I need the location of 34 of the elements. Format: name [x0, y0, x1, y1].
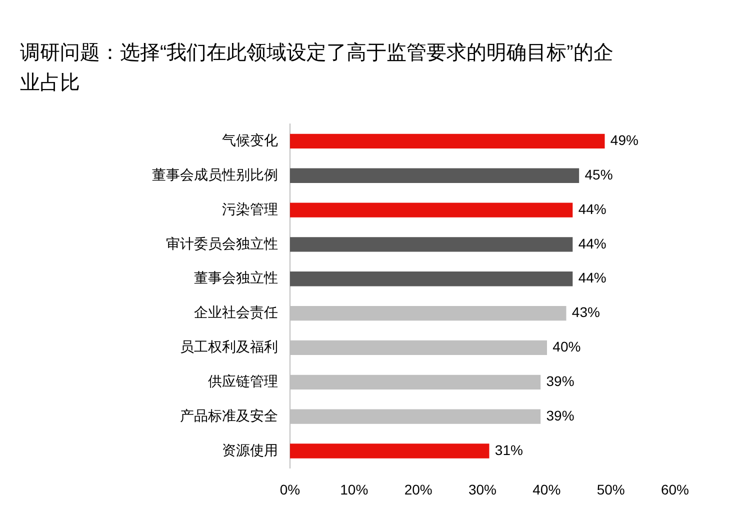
- y-tick-label: 董事会成员性别比例: [152, 166, 278, 182]
- y-tick-label: 企业社会责任: [194, 304, 278, 320]
- data-label: 44%: [578, 200, 606, 217]
- bar: [290, 168, 580, 183]
- x-tick-label: 40%: [532, 481, 561, 498]
- x-tick-label: 0%: [280, 481, 300, 498]
- bar: [290, 202, 573, 218]
- bar: [290, 134, 605, 149]
- data-label: 39%: [546, 373, 574, 390]
- chart-title: 调研问题：选择“我们在此领域设定了高于监管要求的明确目标”的企业占比: [20, 41, 614, 96]
- data-label: 45%: [584, 166, 613, 182]
- y-tick-label: 董事会独立性: [194, 270, 278, 286]
- x-tick-label: 10%: [340, 481, 368, 498]
- bar: [290, 444, 490, 458]
- data-label: 49%: [610, 132, 638, 148]
- y-tick-label: 气候变化: [222, 132, 278, 148]
- bar: [290, 237, 573, 252]
- y-tick-label: 员工权利及福利: [180, 338, 278, 355]
- data-label: 39%: [546, 407, 574, 424]
- data-label: 40%: [552, 338, 581, 355]
- y-tick-label: 供应链管理: [208, 373, 278, 390]
- y-tick-label: 产品标准及安全: [180, 407, 278, 424]
- x-tick-label: 50%: [596, 481, 625, 498]
- x-tick-label: 20%: [404, 481, 432, 498]
- data-label: 43%: [572, 304, 600, 320]
- data-label: 44%: [578, 270, 606, 286]
- data-label: 31%: [494, 442, 523, 458]
- x-tick-label: 60%: [660, 481, 690, 498]
- bar: [290, 272, 573, 286]
- y-tick-label: 污染管理: [222, 200, 278, 217]
- x-tick-label: 30%: [468, 481, 497, 498]
- data-label: 44%: [578, 235, 606, 252]
- y-tick-label: 审计委员会独立性: [166, 235, 278, 252]
- y-tick-label: 资源使用: [222, 442, 278, 458]
